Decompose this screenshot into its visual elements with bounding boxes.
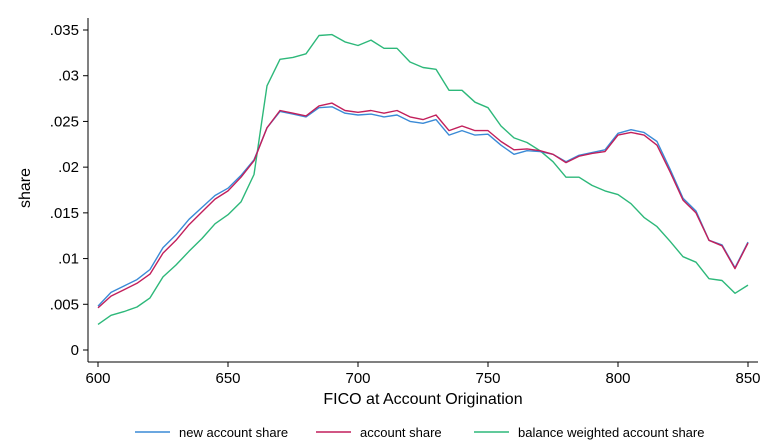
- y-tick-label: .015: [50, 205, 79, 222]
- legend-label: balance weighted account share: [518, 425, 704, 440]
- y-tick-label: .025: [50, 113, 79, 130]
- y-tick-label: .005: [50, 296, 79, 313]
- x-axis: 600 650 700 750 800 850: [85, 362, 761, 387]
- x-tick-label: 750: [475, 370, 500, 387]
- legend: new account share account share balance we…: [135, 425, 704, 440]
- legend-label: account share: [360, 425, 442, 440]
- y-tick-label: .03: [58, 68, 79, 85]
- x-tick-label: 600: [85, 370, 110, 387]
- series-line: [97, 33, 749, 325]
- series-line: [97, 102, 749, 309]
- legend-item: balance weighted account share: [474, 425, 704, 440]
- x-tick-label: 650: [215, 370, 240, 387]
- y-tick-label: .01: [58, 251, 79, 268]
- x-tick-label: 800: [605, 370, 630, 387]
- series-layer: [97, 33, 749, 325]
- plot-frame: [87, 18, 758, 363]
- y-tick-label: .02: [58, 159, 79, 176]
- legend-item: new account share: [135, 425, 288, 440]
- x-tick-label: 700: [345, 370, 370, 387]
- y-tick-label: 0: [71, 342, 79, 359]
- x-tick-label: 850: [735, 370, 760, 387]
- x-axis-title: FICO at Account Origination: [323, 391, 522, 408]
- series-line: [97, 106, 749, 307]
- y-tick-label: .035: [50, 22, 79, 39]
- legend-label: new account share: [179, 425, 288, 440]
- y-axis-title: share: [17, 168, 34, 208]
- legend-item: account share: [316, 425, 442, 440]
- y-axis: 0 .005 .01 .015 .02 .025 .03 .035: [50, 22, 88, 359]
